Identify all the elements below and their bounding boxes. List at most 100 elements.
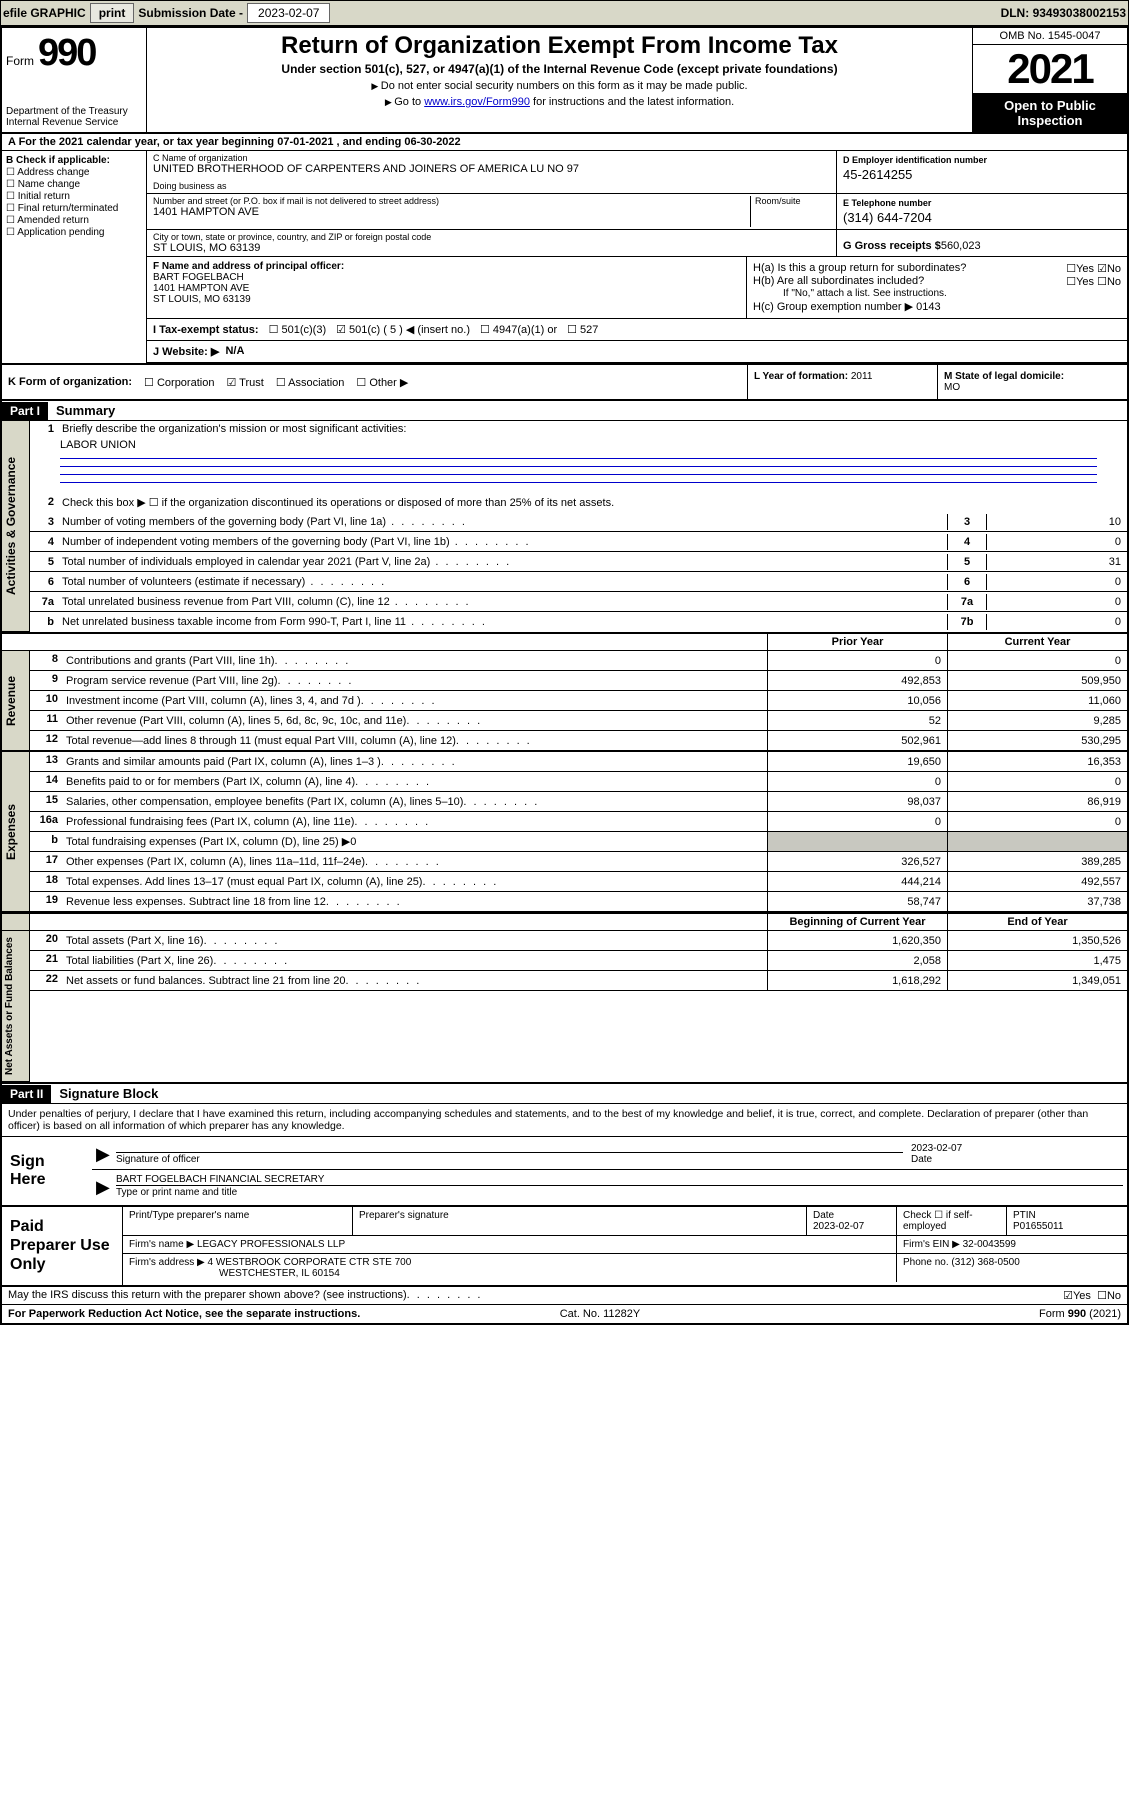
may-discuss-row: May the IRS discuss this return with the… xyxy=(2,1287,1127,1305)
row-a-tax-year: A For the 2021 calendar year, or tax yea… xyxy=(2,134,1127,151)
prior-current-header: Prior Year Current Year xyxy=(2,632,1127,651)
tab-activities: Activities & Governance xyxy=(2,421,30,632)
dln: DLN: 93493038002153 xyxy=(1001,6,1126,20)
principal-officer: F Name and address of principal officer:… xyxy=(147,257,747,318)
signature-date: 2023-02-07 Date xyxy=(903,1143,1123,1165)
financial-line: bTotal fundraising expenses (Part IX, co… xyxy=(30,832,1127,852)
financial-line: 16aProfessional fundraising fees (Part I… xyxy=(30,812,1127,832)
financial-line: 11Other revenue (Part VIII, column (A), … xyxy=(30,711,1127,731)
department-label: Department of the Treasury Internal Reve… xyxy=(6,106,142,128)
officer-name-field: BART FOGELBACH FINANCIAL SECRETARY Type … xyxy=(116,1174,1123,1198)
section-revenue: Revenue 8Contributions and grants (Part … xyxy=(2,651,1127,751)
financial-line: 17Other expenses (Part IX, column (A), l… xyxy=(30,852,1127,872)
paid-preparer-block: Paid Preparer Use Only Print/Type prepar… xyxy=(2,1207,1127,1287)
chk-application-pending[interactable]: ☐ Application pending xyxy=(6,227,142,238)
tax-status-row: I Tax-exempt status: ☐ 501(c)(3) ☑ 501(c… xyxy=(147,319,1127,341)
may-no[interactable]: ☐No xyxy=(1097,1289,1121,1302)
summary-line: 3Number of voting members of the governi… xyxy=(30,512,1127,532)
financial-line: 12Total revenue—add lines 8 through 11 (… xyxy=(30,731,1127,751)
tax-year: 2021 xyxy=(973,45,1127,94)
form-note-2: Go to www.irs.gov/Form990 for instructio… xyxy=(155,96,964,108)
footer: For Paperwork Reduction Act Notice, see … xyxy=(2,1305,1127,1323)
top-toolbar: efile GRAPHIC print Submission Date - 20… xyxy=(0,0,1129,26)
section-expenses: Expenses 13Grants and similar amounts pa… xyxy=(2,751,1127,912)
financial-line: 9Program service revenue (Part VIII, lin… xyxy=(30,671,1127,691)
chk-amended-return[interactable]: ☐ Amended return xyxy=(6,215,142,226)
sig-arrow-icon: ▶ xyxy=(96,1177,116,1198)
part-1-header: Part I Summary xyxy=(2,401,1127,421)
self-employed-check[interactable]: Check ☐ if self-employed xyxy=(897,1207,1007,1235)
k-form-of-org: K Form of organization: ☐ Corporation ☑ … xyxy=(2,365,747,399)
financial-line: 14Benefits paid to or for members (Part … xyxy=(30,772,1127,792)
form-990-page: Form 990 Department of the Treasury Inte… xyxy=(0,26,1129,1325)
penalty-statement: Under penalties of perjury, I declare th… xyxy=(2,1104,1127,1137)
financial-line: 19Revenue less expenses. Subtract line 1… xyxy=(30,892,1127,912)
opt-527[interactable]: ☐ 527 xyxy=(567,323,598,336)
m-state-domicile: M State of legal domicile: MO xyxy=(937,365,1127,399)
open-to-public: Open to Public Inspection xyxy=(973,94,1127,132)
section-activities-governance: Activities & Governance 1 Briefly descri… xyxy=(2,421,1127,632)
chk-name-change[interactable]: ☐ Name change xyxy=(6,179,142,190)
phone-block: E Telephone number (314) 644-7204 xyxy=(837,194,1127,229)
financial-line: 20Total assets (Part X, line 16)1,620,35… xyxy=(30,931,1127,951)
financial-line: 8Contributions and grants (Part VIII, li… xyxy=(30,651,1127,671)
may-yes[interactable]: ☑Yes xyxy=(1063,1289,1091,1302)
omb-number: OMB No. 1545-0047 xyxy=(973,28,1127,45)
col-b-checkboxes: B Check if applicable: ☐ Address change … xyxy=(2,151,147,363)
section-net-assets: Net Assets or Fund Balances 20Total asse… xyxy=(2,931,1127,1084)
ein-block: D Employer identification number 45-2614… xyxy=(837,151,1127,193)
org-name-block: C Name of organization UNITED BROTHERHOO… xyxy=(147,151,837,193)
signature-block: Under penalties of perjury, I declare th… xyxy=(2,1104,1127,1207)
opt-501c3[interactable]: ☐ 501(c)(3) xyxy=(269,323,327,336)
k-corp[interactable]: ☐ Corporation xyxy=(144,376,214,389)
summary-line: bNet unrelated business taxable income f… xyxy=(30,612,1127,632)
form-title: Return of Organization Exempt From Incom… xyxy=(155,32,964,60)
tab-expenses: Expenses xyxy=(2,752,30,912)
form-note-1: Do not enter social security numbers on … xyxy=(155,80,964,92)
irs-link[interactable]: www.irs.gov/Form990 xyxy=(424,96,530,108)
opt-501c[interactable]: ☑ 501(c) ( 5 ) ◀ (insert no.) xyxy=(336,323,470,336)
gross-receipts-block: G Gross receipts $ 560,023 xyxy=(837,230,1127,256)
summary-line: 6Total number of volunteers (estimate if… xyxy=(30,572,1127,592)
col-cdg: C Name of organization UNITED BROTHERHOO… xyxy=(147,151,1127,363)
submission-label: Submission Date - xyxy=(138,6,243,20)
print-button[interactable]: print xyxy=(90,3,135,23)
header-right: OMB No. 1545-0047 2021 Open to Public In… xyxy=(972,28,1127,132)
paid-preparer-label: Paid Preparer Use Only xyxy=(2,1207,122,1285)
financial-line: 22Net assets or fund balances. Subtract … xyxy=(30,971,1127,991)
part-2-header: Part II Signature Block xyxy=(2,1084,1127,1104)
opt-4947[interactable]: ☐ 4947(a)(1) or xyxy=(480,323,557,336)
l-year-formation: L Year of formation: 2011 xyxy=(747,365,937,399)
k-other[interactable]: ☐ Other ▶ xyxy=(356,376,408,389)
form-subtitle: Under section 501(c), 527, or 4947(a)(1)… xyxy=(155,62,964,76)
summary-line: 5Total number of individuals employed in… xyxy=(30,552,1127,572)
address-block: Number and street (or P.O. box if mail i… xyxy=(147,194,837,229)
header-center: Return of Organization Exempt From Incom… xyxy=(147,28,972,132)
sign-here-label: Sign Here xyxy=(2,1137,92,1205)
form-number: Form 990 xyxy=(6,32,142,75)
tab-net-assets: Net Assets or Fund Balances xyxy=(2,931,30,1082)
financial-line: 18Total expenses. Add lines 13–17 (must … xyxy=(30,872,1127,892)
k-l-m-row: K Form of organization: ☐ Corporation ☑ … xyxy=(2,365,1127,401)
chk-final-return[interactable]: ☐ Final return/terminated xyxy=(6,203,142,214)
chk-address-change[interactable]: ☐ Address change xyxy=(6,167,142,178)
website-row: J Website: ▶ N/A xyxy=(147,341,1127,363)
financial-line: 21Total liabilities (Part X, line 26)2,0… xyxy=(30,951,1127,971)
city-block: City or town, state or province, country… xyxy=(147,230,837,256)
header-left: Form 990 Department of the Treasury Inte… xyxy=(2,28,147,132)
efile-label: efile GRAPHIC xyxy=(3,6,86,20)
tab-revenue: Revenue xyxy=(2,651,30,751)
beginning-end-header: Beginning of Current Year End of Year xyxy=(2,912,1127,931)
sig-arrow-icon: ▶ xyxy=(96,1144,116,1165)
summary-line: 7aTotal unrelated business revenue from … xyxy=(30,592,1127,612)
officer-h-row: F Name and address of principal officer:… xyxy=(147,257,1127,319)
k-assoc[interactable]: ☐ Association xyxy=(276,376,345,389)
chk-initial-return[interactable]: ☐ Initial return xyxy=(6,191,142,202)
officer-signature-field[interactable]: Signature of officer xyxy=(116,1141,903,1165)
form-header: Form 990 Department of the Treasury Inte… xyxy=(2,28,1127,134)
identity-block: B Check if applicable: ☐ Address change … xyxy=(2,151,1127,365)
summary-line: 4Number of independent voting members of… xyxy=(30,532,1127,552)
submission-date: 2023-02-07 xyxy=(247,3,330,23)
k-trust[interactable]: ☑ Trust xyxy=(226,376,263,389)
h-questions: H(a) Is this a group return for subordin… xyxy=(747,257,1127,318)
